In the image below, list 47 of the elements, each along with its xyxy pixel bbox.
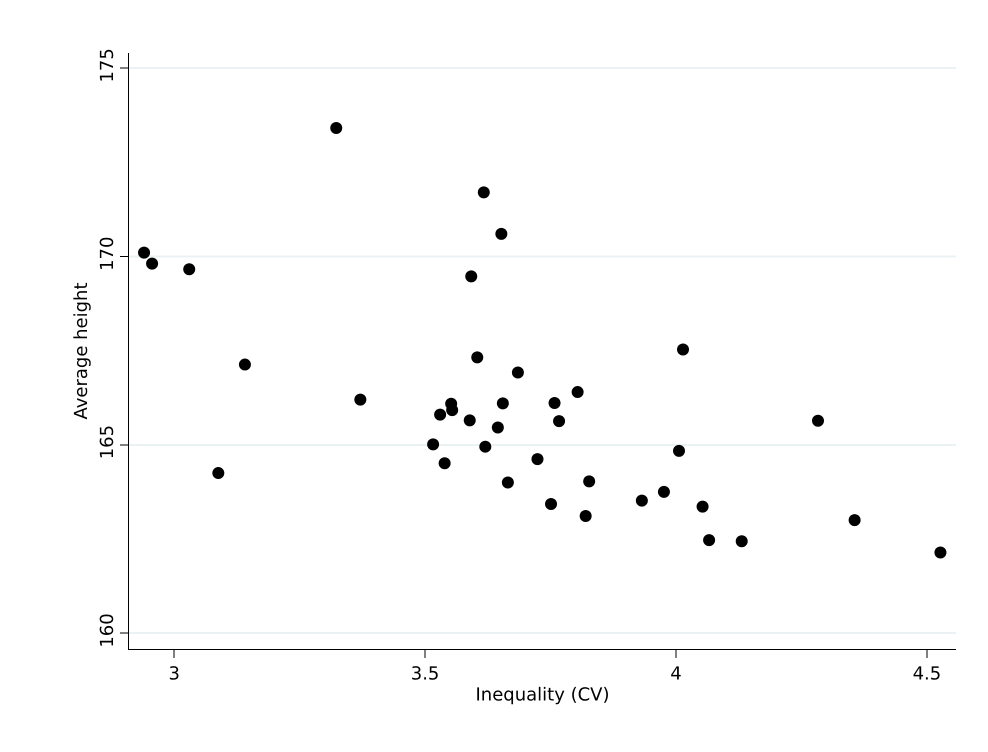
y-tick-label: 170 xyxy=(96,236,118,271)
x-axis-title: Inequality (CV) xyxy=(475,684,610,706)
point xyxy=(736,535,748,548)
point xyxy=(465,270,478,282)
point xyxy=(138,246,150,259)
point xyxy=(495,228,508,240)
point xyxy=(636,494,648,507)
point xyxy=(502,476,514,488)
point xyxy=(812,414,824,427)
point xyxy=(464,414,476,426)
point xyxy=(677,343,690,356)
point xyxy=(427,438,440,450)
x-tick-label: 4 xyxy=(670,664,682,685)
point xyxy=(330,122,342,134)
y-tick-label: 165 xyxy=(96,424,118,460)
point xyxy=(438,457,451,470)
point xyxy=(238,358,251,371)
point xyxy=(434,408,446,421)
point xyxy=(471,351,484,364)
point xyxy=(553,415,566,428)
y-tick-label: 160 xyxy=(96,613,118,648)
point xyxy=(703,534,716,546)
point xyxy=(354,394,366,406)
point xyxy=(512,366,524,378)
point xyxy=(696,500,709,513)
point xyxy=(146,258,158,270)
point xyxy=(583,475,596,488)
y-tick-label: 175 xyxy=(96,48,118,83)
point xyxy=(479,440,492,453)
point xyxy=(934,546,946,559)
point xyxy=(212,467,224,480)
y-axis-title: Average height xyxy=(71,282,92,420)
x-tick-label: 3.5 xyxy=(410,664,440,685)
point xyxy=(658,486,670,498)
point xyxy=(531,453,544,466)
point xyxy=(848,514,861,526)
point xyxy=(673,444,685,457)
point xyxy=(496,397,509,410)
x-tick-label: 3 xyxy=(168,664,180,685)
point xyxy=(478,186,490,198)
x-tick-label: 4.5 xyxy=(912,664,942,685)
point xyxy=(492,421,504,434)
point xyxy=(548,396,561,409)
point xyxy=(183,263,196,276)
point xyxy=(580,510,592,522)
point xyxy=(572,386,584,398)
point xyxy=(545,498,558,510)
